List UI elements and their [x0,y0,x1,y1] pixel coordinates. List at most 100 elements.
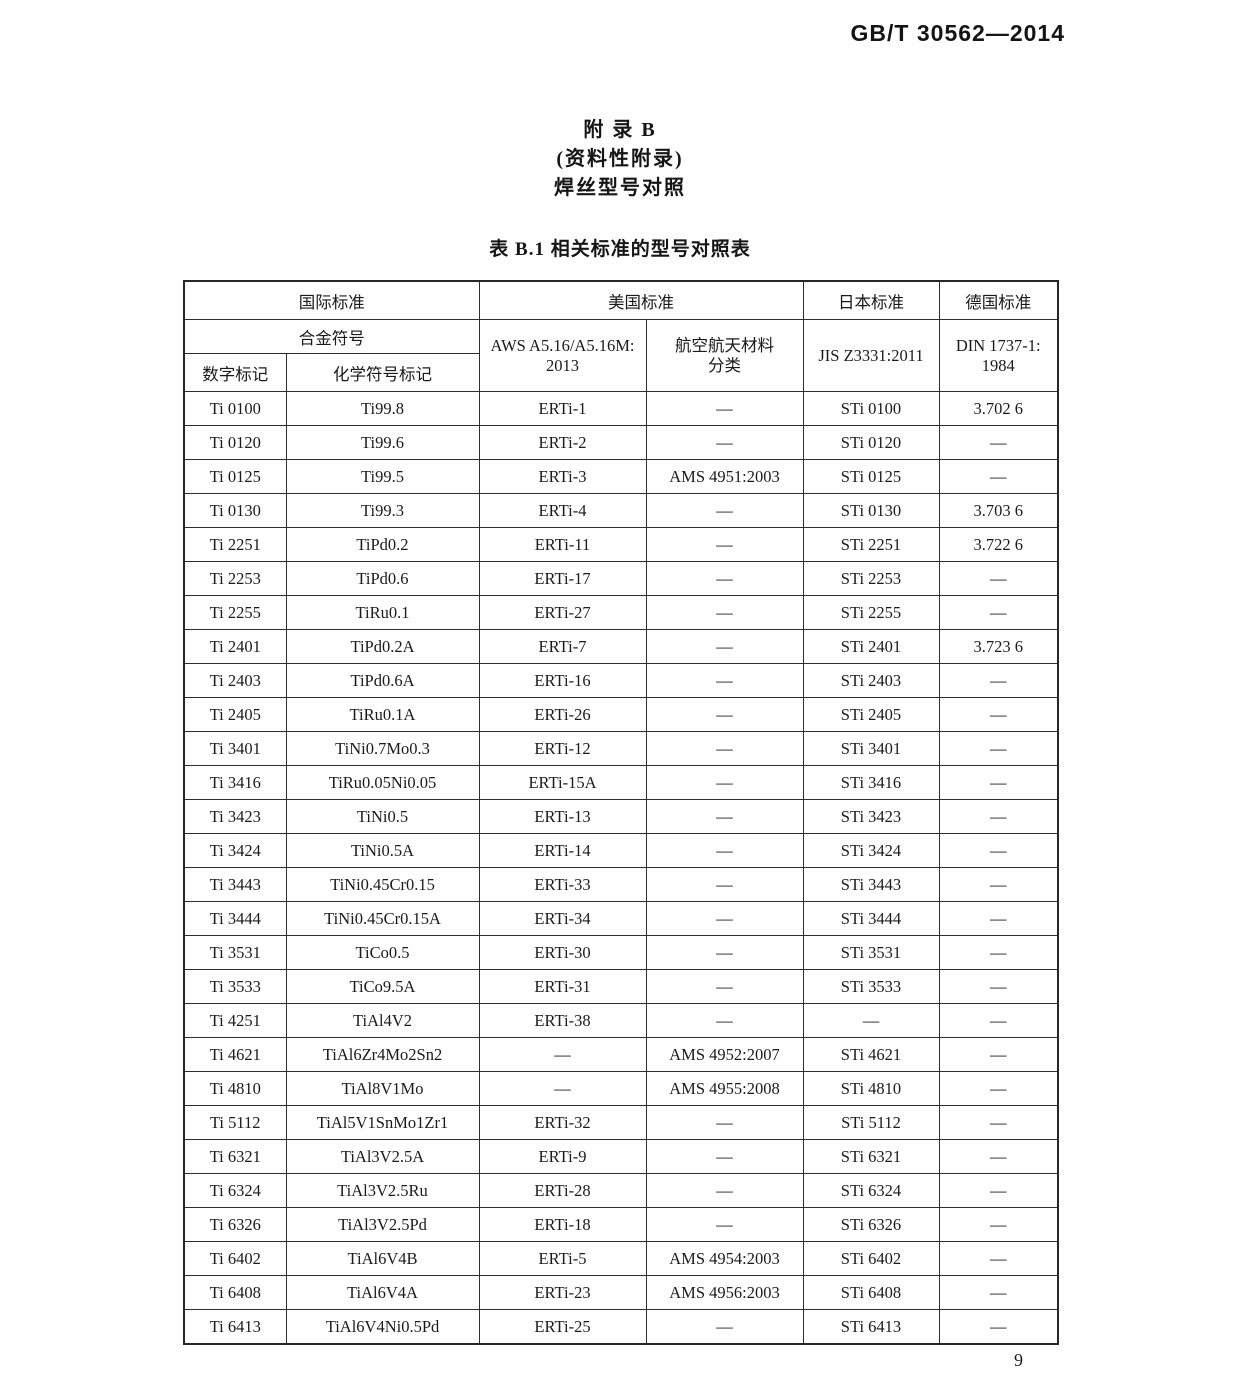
table-cell: ERTi-33 [478,867,647,902]
table-cell: STi 4621 [802,1037,940,1072]
table-row: Ti 2401 TiPd0.2A ERTi-7— STi 2401 3.723 6 [183,629,1059,664]
header-de-standard: 德国标准 [938,280,1059,320]
table-row: Ti 6324 TiAl3V2.5Ru ERTi-28— STi 6324— [183,1173,1059,1208]
table-cell: Ti 6408 [183,1275,287,1310]
table-row: Ti 2405 TiRu0.1A ERTi-26— STi 2405— [183,697,1059,732]
table-cell: Ti99.8 [285,391,480,426]
standard-number: GB/T 30562—2014 [850,20,1065,46]
table-cell: Ti 0100 [183,391,287,426]
table-cell: Ti 2403 [183,663,287,698]
table-cell: ERTi-5 [478,1241,647,1276]
table-cell: STi 6402 [802,1241,940,1276]
table-row: Ti 3443 TiNi0.45Cr0.15 ERTi-33— STi 3443— [183,867,1059,902]
header-us-standard: 美国标准 [478,280,804,320]
table-cell: — [938,1309,1059,1345]
header-aerospace: 航空航天材料 分类 [645,319,804,392]
table-cell: ERTi-17 [478,561,647,596]
header-din-line2: 1984 [981,355,1015,375]
table-cell: TiCo0.5 [285,935,480,970]
table-cell: ERTi-27 [478,595,647,630]
table-cell: — [645,1207,804,1242]
table-cell: TiNi0.45Cr0.15 [285,867,480,902]
header-numeric-mark: 数字标记 [183,353,287,392]
table-cell: — [938,459,1059,494]
table-cell: Ti 4251 [183,1003,287,1038]
table-cell: ERTi-7 [478,629,647,664]
table-cell: — [938,663,1059,698]
table-cell: Ti99.3 [285,493,480,528]
table-cell: — [938,799,1059,834]
table-cell: Ti 5112 [183,1105,287,1140]
table-cell: TiNi0.45Cr0.15A [285,901,480,936]
table-cell: — [645,425,804,460]
table-cell: STi 2253 [802,561,940,596]
table-cell: — [645,867,804,902]
table-cell: — [938,1173,1059,1208]
table-cell: AMS 4952:2007 [645,1037,804,1072]
comparison-table: 国际标准 美国标准 日本标准 德国标准 合金符号 AWS A5.16/A5.16… [183,280,1059,1345]
table-cell: — [645,595,804,630]
table-cell: — [645,731,804,766]
table-cell: STi 6408 [802,1275,940,1310]
table-cell: ERTi-28 [478,1173,647,1208]
table-cell: — [645,799,804,834]
table-cell: TiAl5V1SnMo1Zr1 [285,1105,480,1140]
table-cell: — [938,1003,1059,1038]
table-header: 国际标准 美国标准 日本标准 德国标准 合金符号 AWS A5.16/A5.16… [183,280,1059,392]
table-cell: TiNi0.5 [285,799,480,834]
table-cell: AMS 4955:2008 [645,1071,804,1106]
table-cell: STi 6326 [802,1207,940,1242]
table-cell: STi 3443 [802,867,940,902]
header-jp-standard: 日本标准 [802,280,940,320]
table-cell: 3.722 6 [938,527,1059,562]
header-aerospace-line1: 航空航天材料 [675,335,774,355]
header-din: DIN 1737-1: 1984 [938,319,1059,392]
table-cell: TiAl4V2 [285,1003,480,1038]
table-cell: — [938,1071,1059,1106]
table-row: Ti 3401 TiNi0.7Mo0.3 ERTi-12— STi 3401— [183,731,1059,766]
table-row: Ti 3423 TiNi0.5 ERTi-13— STi 3423— [183,799,1059,834]
table-cell: TiRu0.05Ni0.05 [285,765,480,800]
table-cell: ERTi-3 [478,459,647,494]
table-cell: Ti 4621 [183,1037,287,1072]
table-cell: STi 3533 [802,969,940,1004]
table-cell: Ti 3416 [183,765,287,800]
table-cell: STi 3424 [802,833,940,868]
table-cell: Ti 4810 [183,1071,287,1106]
table-cell: STi 5112 [802,1105,940,1140]
table-cell: AMS 4954:2003 [645,1241,804,1276]
table-cell: STi 0130 [802,493,940,528]
table-cell: STi 2251 [802,527,940,562]
table-cell: TiAl6V4A [285,1275,480,1310]
table-cell: STi 6413 [802,1309,940,1345]
header-alloy-symbol: 合金符号 [183,319,480,354]
table-row: Ti 6402 TiAl6V4B ERTi-5 AMS 4954:2003 STi 64… [183,1241,1059,1276]
header-jis: JIS Z3331:2011 [802,319,940,392]
table-cell: STi 0125 [802,459,940,494]
table-row: Ti 3531 TiCo0.5 ERTi-30— STi 3531— [183,935,1059,970]
table-cell: TiPd0.6A [285,663,480,698]
table-cell: ERTi-25 [478,1309,647,1345]
table-cell: — [645,901,804,936]
table-row: Ti 6326 TiAl3V2.5Pd ERTi-18— STi 6326— [183,1207,1059,1242]
table-cell: ERTi-34 [478,901,647,936]
table-cell: Ti99.6 [285,425,480,460]
header-chemical-mark: 化学符号标记 [285,353,480,392]
table-row: Ti 4251 TiAl4V2 ERTi-38— — — [183,1003,1059,1038]
table-cell: — [645,935,804,970]
table-row: Ti 0125 Ti99.5 ERTi-3 AMS 4951:2003 STi 0125… [183,459,1059,494]
table-cell: TiCo9.5A [285,969,480,1004]
table-cell: TiPd0.2A [285,629,480,664]
table-cell: Ti 3531 [183,935,287,970]
table-cell: ERTi-15A [478,765,647,800]
table-cell: Ti 3424 [183,833,287,868]
table-cell: 3.723 6 [938,629,1059,664]
table-cell: — [938,1207,1059,1242]
table-cell: — [645,1309,804,1345]
table-cell: — [938,561,1059,596]
table-cell: ERTi-9 [478,1139,647,1174]
table-cell: — [938,935,1059,970]
table-cell: — [645,493,804,528]
table-cell: — [938,731,1059,766]
